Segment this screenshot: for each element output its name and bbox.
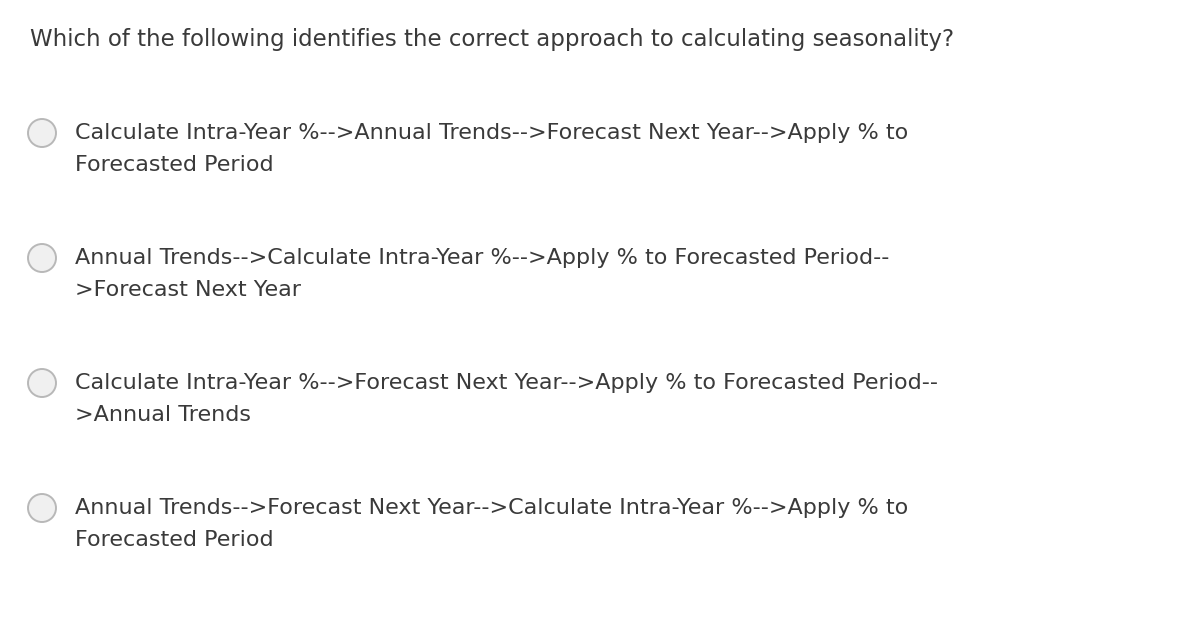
Text: >Forecast Next Year: >Forecast Next Year [74,280,301,300]
Circle shape [28,494,56,522]
Circle shape [28,119,56,147]
Circle shape [28,244,56,272]
Text: Forecasted Period: Forecasted Period [74,155,274,175]
Text: Forecasted Period: Forecasted Period [74,530,274,550]
Circle shape [28,369,56,397]
Text: Annual Trends-->Calculate Intra-Year %-->Apply % to Forecasted Period--: Annual Trends-->Calculate Intra-Year %--… [74,248,889,268]
Text: Annual Trends-->Forecast Next Year-->Calculate Intra-Year %-->Apply % to: Annual Trends-->Forecast Next Year-->Cal… [74,498,908,518]
Text: Calculate Intra-Year %-->Annual Trends-->Forecast Next Year-->Apply % to: Calculate Intra-Year %-->Annual Trends--… [74,123,908,143]
Text: Which of the following identifies the correct approach to calculating seasonalit: Which of the following identifies the co… [30,28,954,51]
Text: >Annual Trends: >Annual Trends [74,405,251,425]
Text: Calculate Intra-Year %-->Forecast Next Year-->Apply % to Forecasted Period--: Calculate Intra-Year %-->Forecast Next Y… [74,373,938,393]
